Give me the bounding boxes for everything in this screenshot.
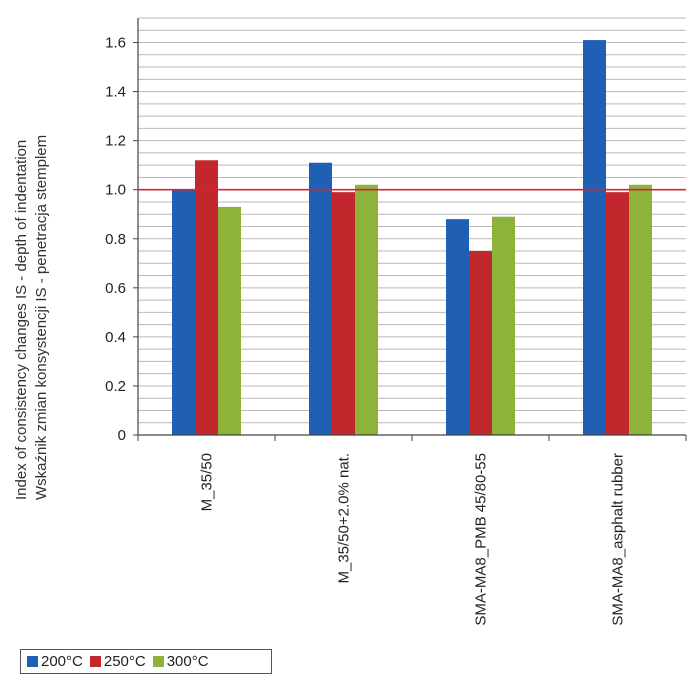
legend: 200°C 250°C 300°C (20, 649, 272, 674)
x-tick-labels: M_35/50 M_35/50+2.0% nat. SMA-MA8_PMB 45/8… (199, 453, 627, 626)
bar-250C-1 (195, 160, 218, 436)
bar-200C-2 (309, 162, 332, 436)
axes (133, 18, 687, 441)
y-tick-label: 0.8 (105, 231, 126, 248)
legend-swatch (27, 656, 38, 667)
bars (172, 40, 652, 436)
bar-200C-3 (446, 219, 469, 435)
x-tick-label: SMA-MA8_PMB 45/80-55 (473, 453, 490, 626)
y-tick-label: 1.6 (105, 35, 126, 52)
legend-label: 200°C (41, 653, 83, 670)
bar-200C-4 (583, 40, 606, 435)
y-tick-label: 1.0 (105, 182, 126, 199)
bar-300C-4 (629, 184, 652, 435)
bar-250C-3 (469, 251, 492, 435)
y-tick-label: 1.2 (105, 133, 126, 150)
legend-item: 300°C (152, 653, 209, 670)
x-tick-label: SMA-MA8_asphalt rubber (610, 453, 627, 626)
bar-300C-1 (218, 206, 241, 435)
y-axis-label-line-2: Wskaźnik zmian konsystencji IS - penetra… (33, 134, 50, 500)
legend-label: 300°C (166, 653, 209, 670)
legend-swatch (152, 656, 164, 667)
y-tick-labels: 0 0.2 0.4 0.6 0.8 1.0 1.2 1.4 1.6 (105, 35, 126, 444)
y-tick-label: 0 (118, 427, 126, 444)
legend-label: 250°C (103, 653, 146, 670)
bar-300C-2 (355, 184, 378, 435)
bar-250C-4 (606, 192, 629, 435)
bar-200C-1 (172, 189, 195, 435)
bar-300C-3 (492, 216, 515, 435)
bar-250C-2 (332, 192, 355, 435)
legend-item: 250°C (89, 653, 146, 670)
legend-swatch (89, 656, 101, 667)
x-tick-label: M_35/50+2.0% nat. (336, 453, 353, 584)
y-tick-label: 0.6 (105, 280, 126, 297)
y-tick-label: 0.4 (105, 329, 126, 346)
y-tick-label: 1.4 (105, 84, 126, 101)
legend-item: 200°C (27, 653, 83, 670)
x-tick-label: M_35/50 (199, 453, 216, 511)
y-axis-label-line-1: Index of consistency changes IS - depth … (13, 139, 30, 500)
y-tick-label: 0.2 (105, 378, 126, 395)
